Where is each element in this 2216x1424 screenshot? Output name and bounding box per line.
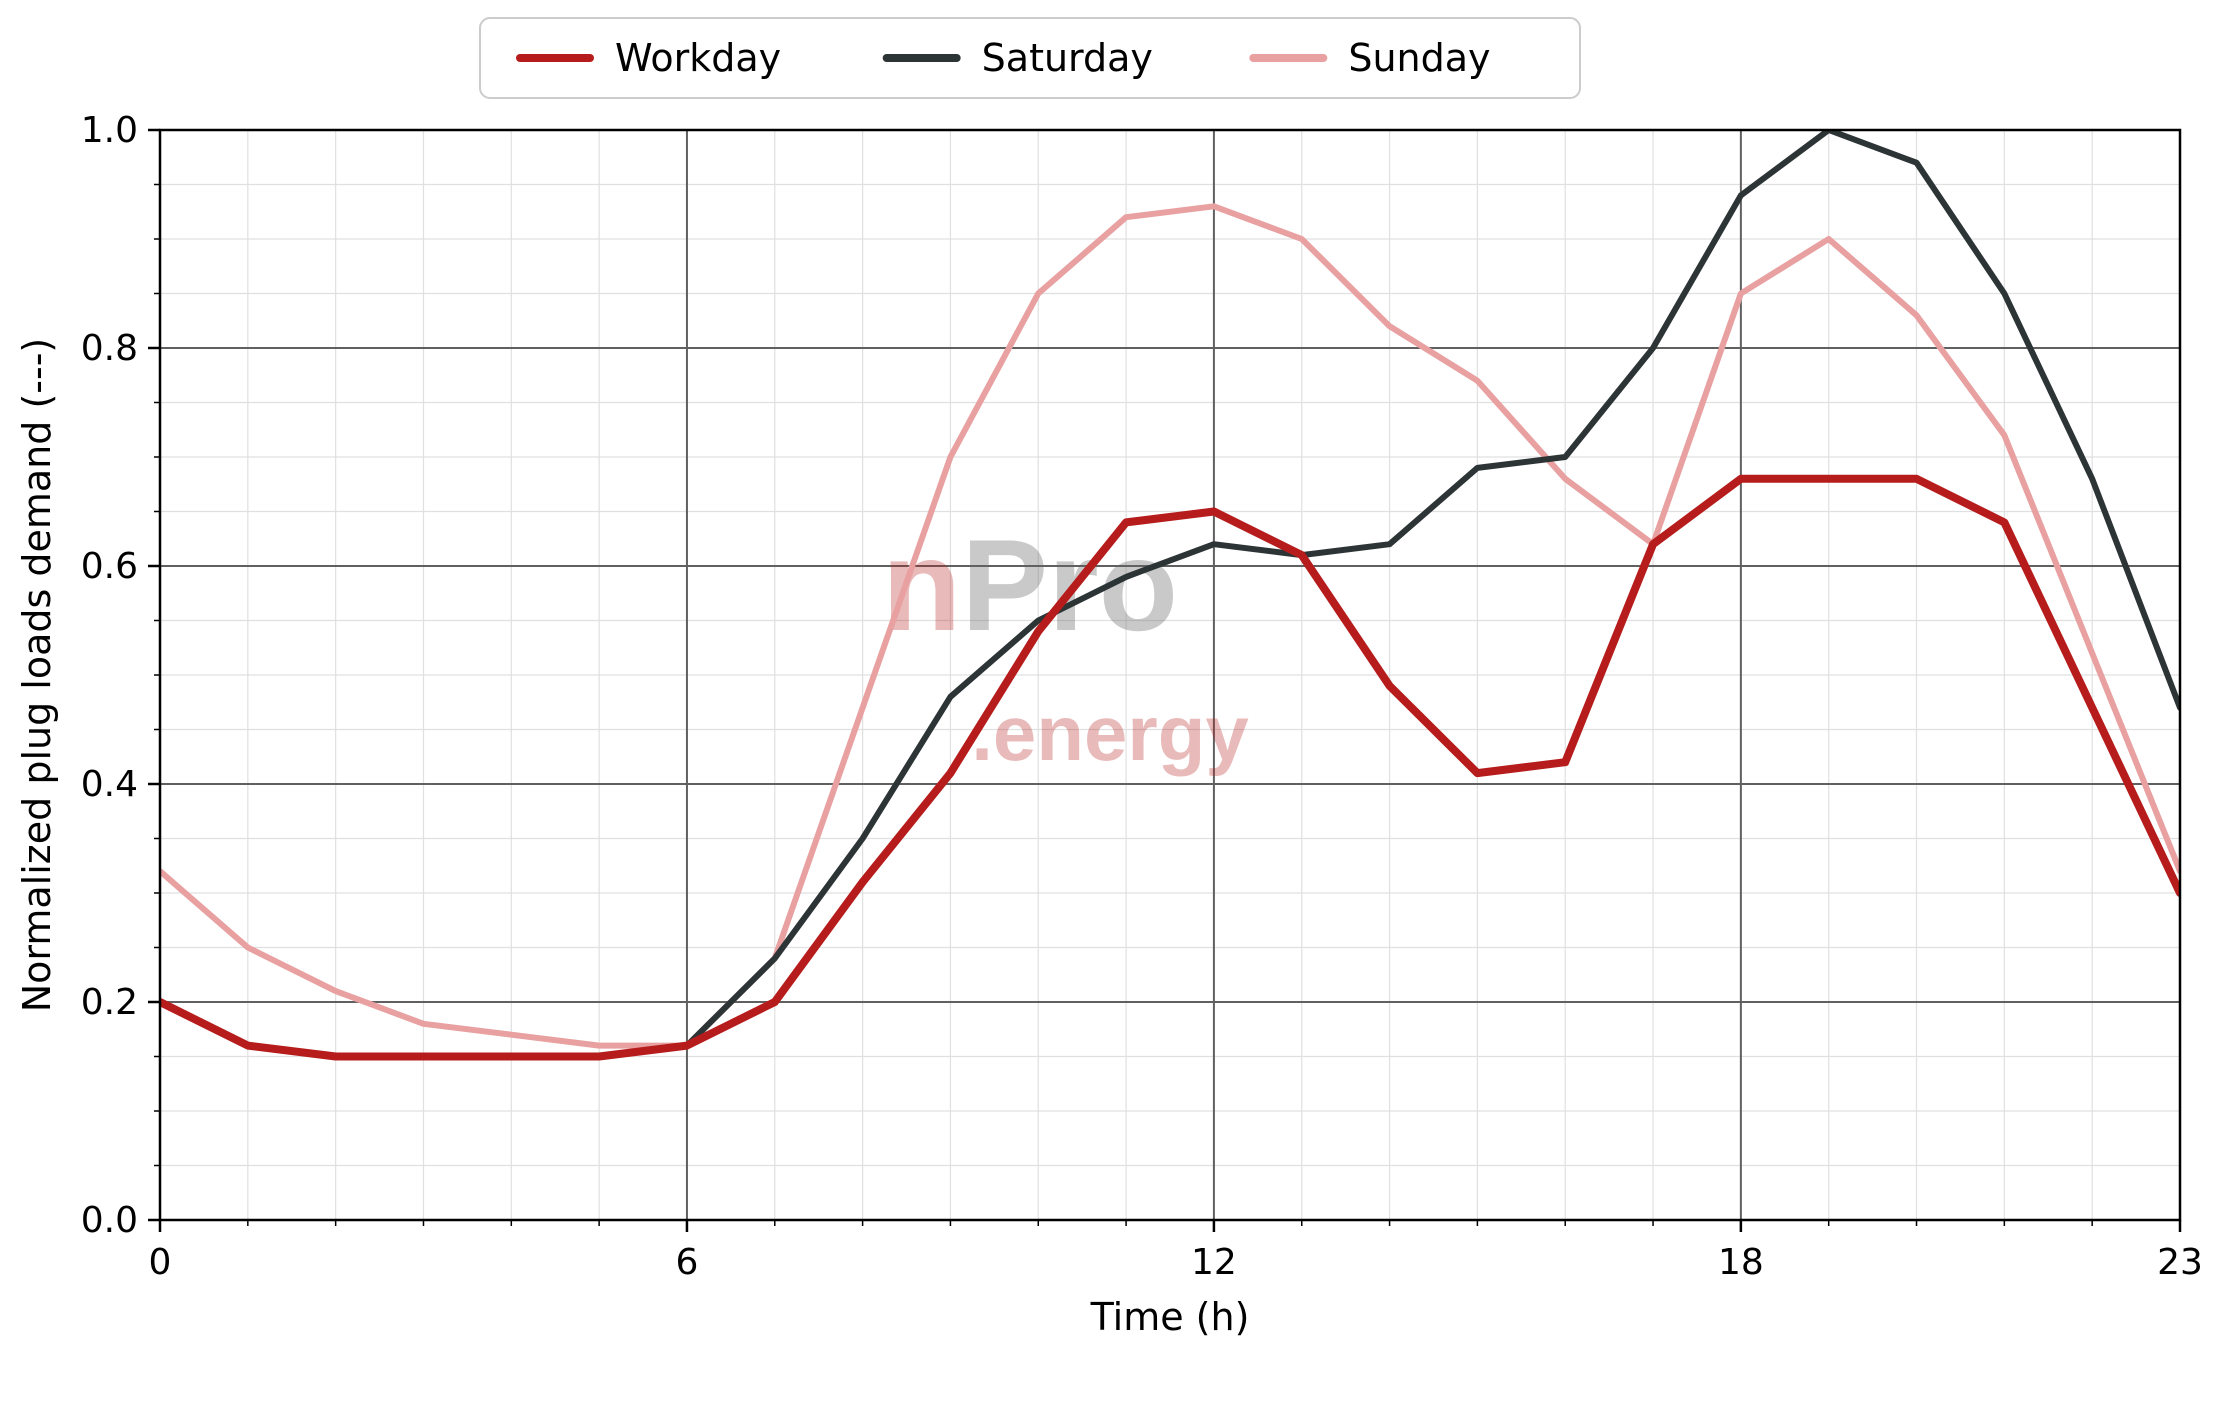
chart-container: nPro.energy061218230.00.20.40.60.81.0Tim…: [0, 0, 2216, 1424]
x-tick-label: 12: [1191, 1242, 1237, 1283]
x-tick-label: 0: [149, 1242, 172, 1283]
svg-text:.energy: .energy: [971, 689, 1248, 777]
y-axis-label: Normalized plug loads demand (---): [15, 338, 59, 1013]
legend: Workday Saturday Sunday: [480, 18, 1580, 98]
y-tick-label: 0.4: [81, 764, 138, 805]
legend-label: Workday: [615, 36, 781, 80]
y-tick-label: 0.6: [81, 546, 138, 587]
line-chart: nPro.energy061218230.00.20.40.60.81.0Tim…: [0, 0, 2216, 1424]
x-tick-label: 18: [1718, 1242, 1764, 1283]
y-tick-label: 0.8: [81, 328, 138, 369]
y-tick-label: 0.0: [81, 1200, 138, 1241]
legend-label: Sunday: [1348, 36, 1490, 80]
x-axis-label: Time (h): [1090, 1295, 1250, 1339]
x-tick-label: 6: [676, 1242, 699, 1283]
x-tick-label: 23: [2157, 1242, 2203, 1283]
y-tick-label: 1.0: [81, 110, 138, 151]
legend-label: Saturday: [982, 36, 1153, 80]
y-tick-label: 0.2: [81, 982, 138, 1023]
